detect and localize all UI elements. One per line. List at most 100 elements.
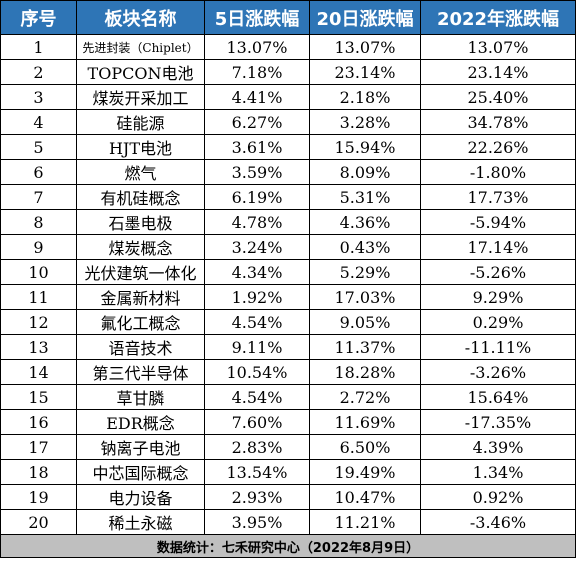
cell-sector-name: 有机硅概念 — [76, 184, 205, 210]
cell-sector-name: 语音技术 — [76, 334, 205, 360]
cell-2022-change: 23.14% — [420, 59, 576, 85]
header-cell-2022: 2022年涨跌幅 — [420, 0, 576, 35]
cell-20d-change: 5.31% — [309, 184, 421, 210]
cell-20d-change: 2.18% — [309, 84, 421, 110]
cell-no: 2 — [0, 59, 77, 85]
cell-sector-name: 燃气 — [76, 159, 205, 185]
cell-20d-change: 23.14% — [309, 59, 421, 85]
cell-sector-name: HJT电池 — [76, 134, 205, 160]
table-row: 4 硅能源 6.27% 3.28% 34.78% — [0, 109, 576, 135]
table-row: 10 光伏建筑一体化 4.34% 5.29% -5.26% — [0, 259, 576, 285]
cell-sector-name: 稀土永磁 — [76, 509, 205, 535]
table-row: 11 金属新材料 1.92% 17.03% 9.29% — [0, 284, 576, 310]
table-row: 19 电力设备 2.93% 10.47% 0.92% — [0, 484, 576, 510]
cell-2022-change: 17.73% — [420, 184, 576, 210]
table-row: 17 钠离子电池 2.83% 6.50% 4.39% — [0, 434, 576, 460]
cell-5d-change: 7.18% — [204, 59, 310, 85]
cell-2022-change: 9.29% — [420, 284, 576, 310]
cell-5d-change: 4.41% — [204, 84, 310, 110]
cell-5d-change: 10.54% — [204, 359, 310, 385]
cell-5d-change: 3.95% — [204, 509, 310, 535]
cell-no: 7 — [0, 184, 77, 210]
data-source-note: 数据统计：七禾研究中心（2022年8月9日） — [0, 534, 576, 558]
cell-20d-change: 5.29% — [309, 259, 421, 285]
table-row: 7 有机硅概念 6.19% 5.31% 17.73% — [0, 184, 576, 210]
cell-5d-change: 1.92% — [204, 284, 310, 310]
cell-2022-change: -5.26% — [420, 259, 576, 285]
cell-sector-name: 煤炭开采加工 — [76, 84, 205, 110]
header-cell-5d: 5日涨跌幅 — [204, 0, 310, 35]
cell-sector-name: EDR概念 — [76, 409, 205, 435]
cell-2022-change: 22.26% — [420, 134, 576, 160]
table-row: 15 草甘膦 4.54% 2.72% 15.64% — [0, 384, 576, 410]
table-row: 18 中芯国际概念 13.54% 19.49% 1.34% — [0, 459, 576, 485]
table-row: 16 EDR概念 7.60% 11.69% -17.35% — [0, 409, 576, 435]
table-row: 8 石墨电极 4.78% 4.36% -5.94% — [0, 209, 576, 235]
cell-20d-change: 15.94% — [309, 134, 421, 160]
cell-5d-change: 9.11% — [204, 334, 310, 360]
cell-20d-change: 8.09% — [309, 159, 421, 185]
table-row: 3 煤炭开采加工 4.41% 2.18% 25.40% — [0, 84, 576, 110]
cell-no: 1 — [0, 34, 77, 60]
table-row: 5 HJT电池 3.61% 15.94% 22.26% — [0, 134, 576, 160]
cell-sector-name: 金属新材料 — [76, 284, 205, 310]
cell-5d-change: 4.54% — [204, 384, 310, 410]
cell-sector-name: 先进封装（Chiplet） — [76, 34, 205, 60]
cell-5d-change: 3.61% — [204, 134, 310, 160]
cell-sector-name: 第三代半导体 — [76, 359, 205, 385]
cell-sector-name: 钠离子电池 — [76, 434, 205, 460]
cell-20d-change: 6.50% — [309, 434, 421, 460]
cell-no: 6 — [0, 159, 77, 185]
cell-no: 16 — [0, 409, 77, 435]
cell-2022-change: -17.35% — [420, 409, 576, 435]
cell-2022-change: 25.40% — [420, 84, 576, 110]
cell-no: 8 — [0, 209, 77, 235]
cell-20d-change: 3.28% — [309, 109, 421, 135]
cell-no: 4 — [0, 109, 77, 135]
cell-20d-change: 10.47% — [309, 484, 421, 510]
cell-no: 10 — [0, 259, 77, 285]
cell-5d-change: 3.24% — [204, 234, 310, 260]
cell-5d-change: 13.54% — [204, 459, 310, 485]
cell-no: 12 — [0, 309, 77, 335]
cell-no: 17 — [0, 434, 77, 460]
cell-5d-change: 3.59% — [204, 159, 310, 185]
cell-5d-change: 4.78% — [204, 209, 310, 235]
cell-2022-change: -3.26% — [420, 359, 576, 385]
table-row: 2 TOPCON电池 7.18% 23.14% 23.14% — [0, 59, 576, 85]
cell-20d-change: 17.03% — [309, 284, 421, 310]
cell-2022-change: 34.78% — [420, 109, 576, 135]
cell-no: 18 — [0, 459, 77, 485]
cell-20d-change: 4.36% — [309, 209, 421, 235]
cell-sector-name: 氟化工概念 — [76, 309, 205, 335]
cell-sector-name: 草甘膦 — [76, 384, 205, 410]
cell-5d-change: 4.54% — [204, 309, 310, 335]
header-cell-name: 板块名称 — [76, 0, 205, 35]
cell-sector-name: 硅能源 — [76, 109, 205, 135]
cell-sector-name: 煤炭概念 — [76, 234, 205, 260]
header-cell-no: 序号 — [0, 0, 77, 35]
cell-20d-change: 18.28% — [309, 359, 421, 385]
footer-row: 数据统计：七禾研究中心（2022年8月9日） — [0, 534, 576, 558]
cell-no: 5 — [0, 134, 77, 160]
table-row: 1 先进封装（Chiplet） 13.07% 13.07% 13.07% — [0, 34, 576, 60]
cell-2022-change: 0.92% — [420, 484, 576, 510]
cell-2022-change: 15.64% — [420, 384, 576, 410]
cell-sector-name: 光伏建筑一体化 — [76, 259, 205, 285]
cell-2022-change: -5.94% — [420, 209, 576, 235]
cell-5d-change: 6.19% — [204, 184, 310, 210]
cell-sector-name: 电力设备 — [76, 484, 205, 510]
cell-5d-change: 2.93% — [204, 484, 310, 510]
cell-5d-change: 13.07% — [204, 34, 310, 60]
header-cell-20d: 20日涨跌幅 — [309, 0, 421, 35]
table-row: 9 煤炭概念 3.24% 0.43% 17.14% — [0, 234, 576, 260]
cell-2022-change: 1.34% — [420, 459, 576, 485]
cell-20d-change: 2.72% — [309, 384, 421, 410]
cell-no: 19 — [0, 484, 77, 510]
cell-no: 9 — [0, 234, 77, 260]
cell-20d-change: 11.37% — [309, 334, 421, 360]
header-row: 序号 板块名称 5日涨跌幅 20日涨跌幅 2022年涨跌幅 — [0, 0, 576, 35]
cell-2022-change: 4.39% — [420, 434, 576, 460]
cell-2022-change: 17.14% — [420, 234, 576, 260]
cell-2022-change: 13.07% — [420, 34, 576, 60]
